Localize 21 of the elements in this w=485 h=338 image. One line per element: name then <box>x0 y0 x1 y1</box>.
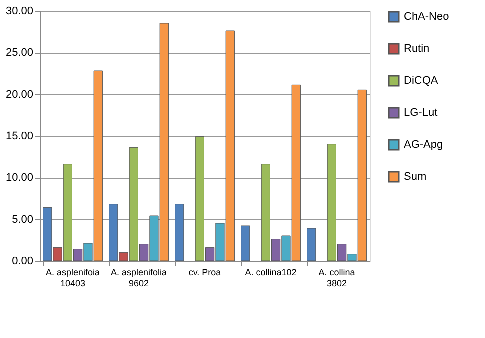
y-tick-label: 25.00 <box>6 47 34 60</box>
legend-label: LG-Lut <box>404 107 438 119</box>
bar <box>307 228 316 262</box>
y-tick-label: 5.00 <box>12 214 34 226</box>
legend-label: Rutin <box>404 43 430 55</box>
x-tick-label: A. collina 3802 <box>318 268 356 288</box>
legend-label: Sum <box>404 171 427 183</box>
x-tick-label: A. collina102 <box>245 268 297 278</box>
bar <box>175 204 184 262</box>
x-tick-label: cv. Proa <box>188 268 222 278</box>
y-tick-label: 15.00 <box>6 130 34 142</box>
y-tick-label: 30.00 <box>6 6 34 18</box>
x-tick-label: A. asplenifoia 10403 <box>46 268 100 288</box>
y-tick-label: 0.00 <box>12 256 34 268</box>
legend-label: ChA-Neo <box>404 11 450 23</box>
bar <box>241 226 250 262</box>
y-tick-label: 20.00 <box>6 88 34 101</box>
legend-label: DiCQA <box>404 75 439 87</box>
x-tick-label: A. asplenifolia 9602 <box>110 268 168 288</box>
legend-label: AG-Apg <box>404 139 444 151</box>
y-tick-label: 10.00 <box>6 172 34 184</box>
